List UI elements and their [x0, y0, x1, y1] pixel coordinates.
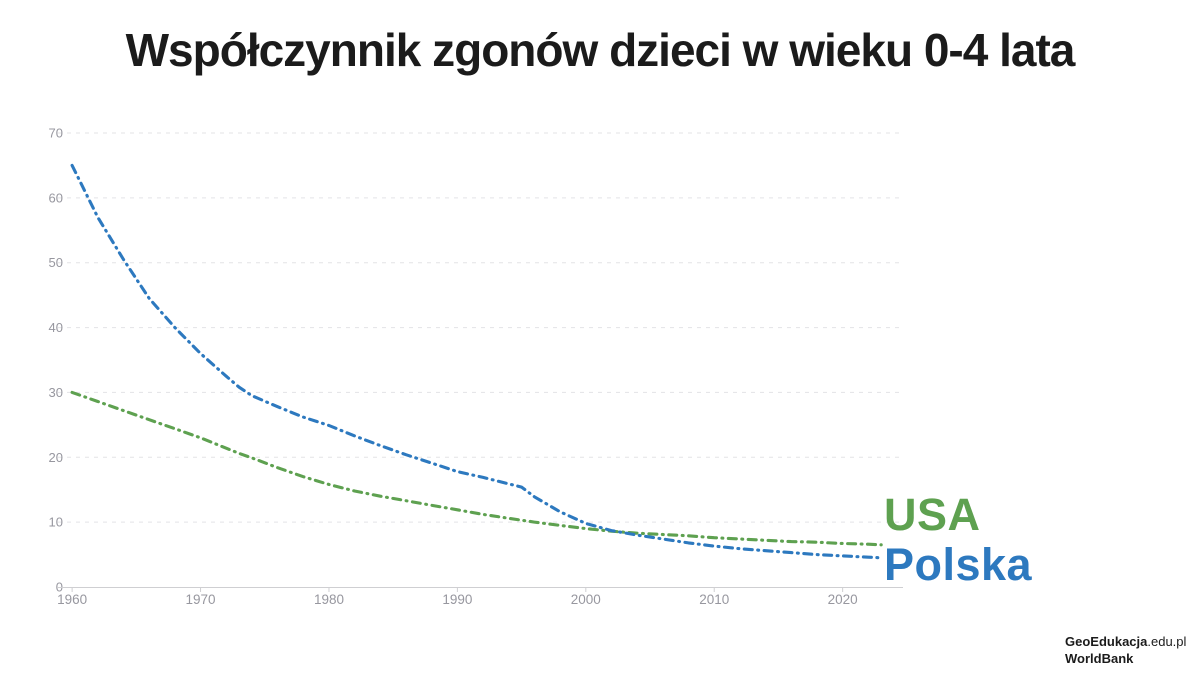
svg-text:10: 10	[49, 515, 63, 530]
svg-text:2000: 2000	[571, 592, 601, 607]
svg-text:1990: 1990	[442, 592, 472, 607]
series-label-polska: Polska	[884, 539, 1033, 590]
attribution: GeoEdukacja.edu.pl WorldBank	[1065, 633, 1186, 667]
page-title: Współczynnik zgonów dzieci w wieku 0-4 l…	[125, 24, 1076, 76]
svg-text:1960: 1960	[57, 592, 87, 607]
svg-text:40: 40	[49, 320, 63, 335]
svg-text:2010: 2010	[699, 592, 729, 607]
svg-text:70: 70	[49, 126, 63, 141]
series-label-usa: USA	[884, 489, 981, 540]
attribution-source-name: GeoEdukacja	[1065, 634, 1148, 649]
svg-text:50: 50	[49, 255, 63, 270]
attribution-worldbank: WorldBank	[1065, 651, 1134, 667]
svg-text:60: 60	[49, 190, 63, 205]
attribution-source-suffix: .edu.pl	[1147, 634, 1187, 649]
attribution-line1: GeoEdukacja.edu.pl	[1065, 633, 1186, 650]
svg-text:2020: 2020	[828, 592, 858, 607]
svg-text:20: 20	[49, 450, 63, 465]
svg-text:1970: 1970	[186, 592, 216, 607]
svg-text:1980: 1980	[314, 592, 344, 607]
svg-text:30: 30	[49, 385, 63, 400]
